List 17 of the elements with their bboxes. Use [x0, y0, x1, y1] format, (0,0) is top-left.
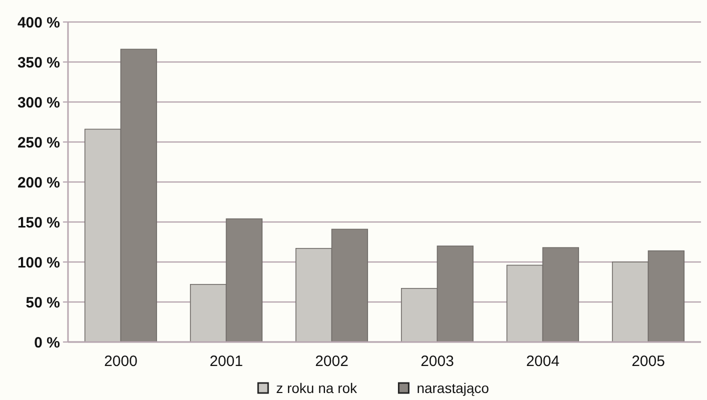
x-tick-label: 2004: [526, 353, 560, 370]
y-tick-label: 200 %: [17, 174, 60, 192]
x-tick-label: 2003: [420, 353, 454, 370]
y-tick-label: 350 %: [17, 54, 60, 72]
y-tick-label: 50 %: [26, 294, 60, 312]
y-tick-label: 250 %: [17, 134, 60, 152]
x-tick-label: 2000: [104, 353, 138, 370]
x-tick-label: 2005: [632, 353, 665, 370]
legend-label: z roku na rok: [276, 380, 358, 396]
x-tick-label: 2001: [210, 353, 243, 370]
y-tick-label: 300 %: [17, 94, 60, 112]
y-tick-label: 150 %: [17, 214, 60, 232]
legend-label: narastająco: [416, 380, 490, 396]
x-tick-label: 2002: [315, 353, 348, 370]
y-tick-label: 400 %: [17, 14, 60, 32]
y-tick-label: 100 %: [17, 254, 60, 272]
y-tick-label: 0 %: [34, 334, 60, 352]
